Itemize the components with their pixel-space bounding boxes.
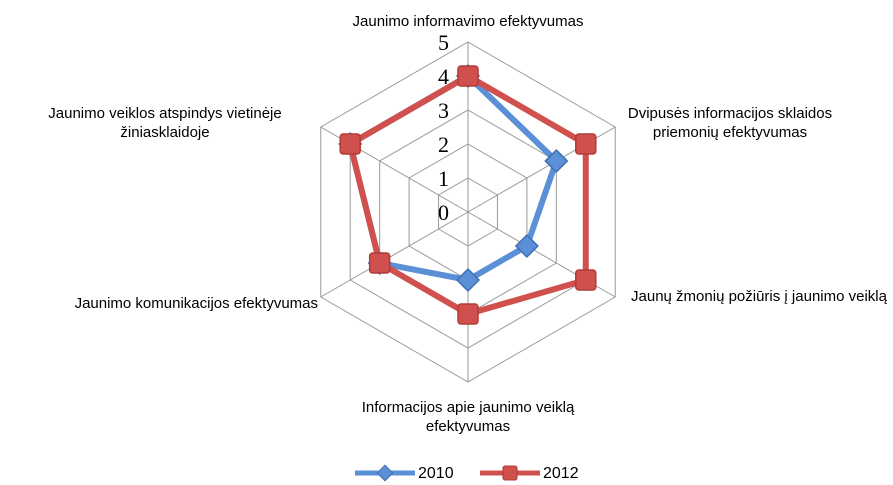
- legend-label: 2010: [418, 465, 454, 482]
- category-label: Jaunimo informavimo efektyvumas: [352, 13, 584, 30]
- r-tick-label: 1: [438, 166, 449, 191]
- legend-marker: [376, 464, 394, 482]
- marker: [339, 133, 361, 155]
- marker: [457, 65, 479, 87]
- r-tick-label: 3: [438, 98, 449, 123]
- category-label: Dvipusės informacijos sklaidos priemonių…: [627, 105, 833, 141]
- marker: [575, 269, 597, 291]
- legend-label: 2012: [543, 465, 579, 482]
- marker: [455, 267, 481, 293]
- marker: [575, 133, 597, 155]
- category-label: Jaunų žmonių požiūris į jaunimo veiklą: [631, 288, 887, 305]
- r-tick-label: 0: [438, 200, 449, 225]
- marker: [514, 233, 539, 259]
- marker: [457, 303, 479, 325]
- r-tick-label: 2: [438, 132, 449, 157]
- r-tick-label: 5: [438, 30, 449, 55]
- category-label: Informacijos apie jaunimo veiklą efektyv…: [361, 399, 575, 435]
- marker: [368, 252, 391, 274]
- spoke: [320, 211, 469, 298]
- legend-marker: [502, 465, 518, 481]
- category-label: Jaunimo veiklos atspindys vietinėje žini…: [48, 105, 282, 141]
- marker: [544, 148, 569, 174]
- category-label: Jaunimo komunikacijos efektyvumas: [74, 295, 318, 312]
- series: [339, 65, 597, 325]
- r-tick-label: 4: [438, 64, 449, 89]
